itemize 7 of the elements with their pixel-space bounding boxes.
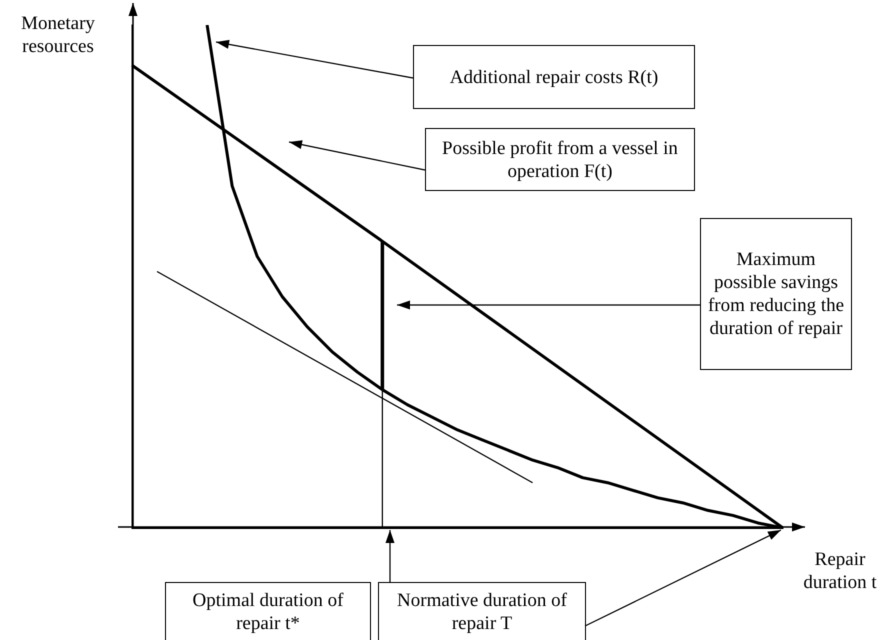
text-box: Optimal duration of repair t* xyxy=(165,582,371,640)
text-box: Maximum possible savings from reducing the duration of repair xyxy=(700,218,852,370)
text-box: Possible profit from a vessel in operation F(t) xyxy=(425,128,695,191)
x-axis-title: Repair duration t xyxy=(802,548,878,594)
text-box: Normative duration of repair T xyxy=(378,582,586,640)
y-axis-title: Monetary resources xyxy=(20,12,96,58)
text-box: Additional repair costs R(t) xyxy=(413,45,695,109)
